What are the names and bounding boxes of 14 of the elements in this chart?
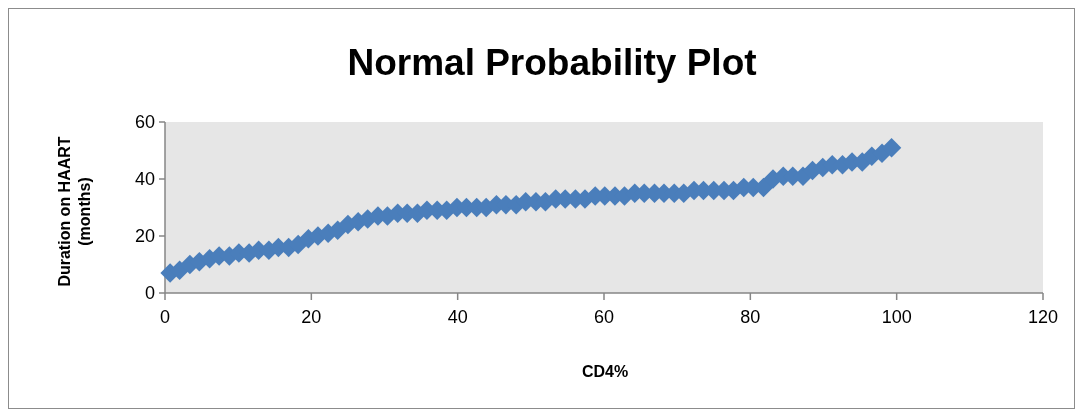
x-tick-label: 80 <box>740 307 761 327</box>
y-axis-title: Duration on HAART (months) <box>56 136 93 287</box>
x-tick-label: 120 <box>1027 307 1059 327</box>
x-tick-label: 100 <box>881 307 912 327</box>
x-tick-label: 40 <box>447 307 468 327</box>
y-tick-label: 40 <box>134 169 155 190</box>
y-tick-label: 0 <box>144 283 155 304</box>
y-tick-label: 60 <box>134 112 155 133</box>
x-tick-label: 20 <box>301 307 322 327</box>
x-tick-label: 0 <box>159 307 171 327</box>
x-tick-label: 60 <box>593 307 615 327</box>
y-tick-label: 20 <box>134 226 155 247</box>
x-axis-title: CD4% <box>581 363 629 380</box>
chart-title: Normal Probability Plot <box>347 42 757 83</box>
